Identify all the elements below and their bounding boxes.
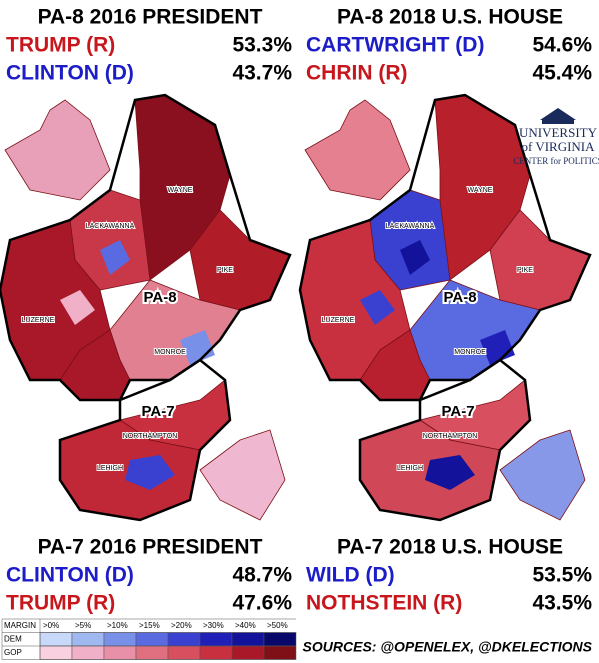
legend-header: MARGIN bbox=[4, 621, 36, 630]
candidate-name: NOTHSTEIN (R) bbox=[306, 592, 462, 615]
scranton bbox=[100, 240, 130, 275]
stroudsburg bbox=[480, 330, 515, 365]
candidate-pct: 43.7% bbox=[232, 62, 292, 85]
legend-swatch bbox=[167, 632, 201, 647]
wilkes-barre bbox=[60, 290, 95, 325]
legend-bin: >20% bbox=[171, 621, 192, 630]
candidate-pct: 48.7% bbox=[232, 564, 292, 587]
legend-bin: >5% bbox=[75, 621, 91, 630]
legend-swatch bbox=[39, 645, 73, 660]
county-label: LUZERNE bbox=[22, 317, 55, 324]
county-label: LEHIGH bbox=[397, 465, 423, 472]
candidate-name: CARTWRIGHT (D) bbox=[306, 34, 484, 57]
stroudsburg bbox=[180, 330, 215, 365]
legend-swatch bbox=[103, 645, 137, 660]
logo-text: CENTER for POLITICS bbox=[513, 156, 599, 166]
district-label: PA-7 bbox=[141, 403, 174, 420]
lehigh-inset bbox=[499, 429, 586, 521]
logo-text: of VIRGINIA bbox=[521, 139, 595, 154]
legend-row-label: GOP bbox=[4, 648, 22, 657]
legend-swatch bbox=[71, 632, 105, 647]
candidate-name: CHRIN (R) bbox=[306, 62, 407, 85]
candidate-pct: 53.5% bbox=[532, 564, 592, 587]
candidate-pct: 47.6% bbox=[232, 592, 292, 615]
candidate-name: TRUMP (R) bbox=[6, 592, 115, 615]
district-label: PA-8 bbox=[143, 289, 176, 306]
scranton bbox=[400, 240, 430, 275]
legend-row-label: DEM bbox=[4, 634, 22, 643]
candidate-name: CLINTON (D) bbox=[6, 62, 134, 85]
panel-title: PA-8 2016 PRESIDENT bbox=[38, 6, 263, 29]
legend-swatch bbox=[167, 645, 201, 660]
logo-rotunda bbox=[540, 108, 576, 124]
wilkes-barre bbox=[360, 290, 395, 325]
legend-bin: >30% bbox=[203, 621, 224, 630]
candidate-name: TRUMP (R) bbox=[6, 34, 115, 57]
allentown bbox=[425, 455, 475, 490]
county-label: LACKAWANNA bbox=[86, 223, 135, 230]
lehigh-inset bbox=[199, 429, 286, 521]
legend-swatch bbox=[199, 632, 233, 647]
county-label: LACKAWANNA bbox=[386, 223, 435, 230]
legend-bin: >40% bbox=[235, 621, 256, 630]
legend-bin: >15% bbox=[139, 621, 160, 630]
legend-swatch bbox=[135, 632, 169, 647]
legend-swatch bbox=[103, 632, 137, 647]
county-label: NORTHAMPTON bbox=[423, 433, 478, 440]
county-label: LEHIGH bbox=[97, 465, 123, 472]
candidate-name: WILD (D) bbox=[306, 564, 395, 587]
legend-swatch bbox=[71, 645, 105, 660]
candidate-pct: 54.6% bbox=[532, 34, 592, 57]
susquehanna-inset bbox=[304, 99, 411, 201]
pa7-outline bbox=[358, 358, 532, 522]
susquehanna-inset bbox=[4, 99, 111, 201]
panel-title: PA-8 2018 U.S. HOUSE bbox=[337, 6, 563, 29]
legend-swatch bbox=[39, 632, 73, 647]
county-label: PIKE bbox=[217, 267, 233, 274]
pa7-outline bbox=[58, 358, 232, 522]
legend-swatch bbox=[231, 632, 265, 647]
legend-swatch bbox=[231, 645, 265, 660]
county-label: MONROE bbox=[454, 349, 486, 356]
pa8-outline bbox=[298, 93, 592, 402]
candidate-name: CLINTON (D) bbox=[6, 564, 134, 587]
logo-text: UNIVERSITY bbox=[519, 125, 598, 140]
legend-bin: >0% bbox=[43, 621, 59, 630]
county-label: MONROE bbox=[154, 349, 186, 356]
county-label: NORTHAMPTON bbox=[123, 433, 178, 440]
county-label: PIKE bbox=[517, 267, 533, 274]
panel-title: PA-7 2018 U.S. HOUSE bbox=[337, 536, 563, 559]
candidate-pct: 45.4% bbox=[532, 62, 592, 85]
allentown bbox=[125, 455, 175, 490]
district-label: PA-8 bbox=[443, 289, 476, 306]
legend-swatch bbox=[263, 632, 297, 647]
pa8-outline bbox=[0, 93, 292, 402]
county-label: WAYNE bbox=[168, 187, 193, 194]
legend-swatch bbox=[135, 645, 169, 660]
candidate-pct: 43.5% bbox=[532, 592, 592, 615]
legend-swatch bbox=[263, 645, 297, 660]
district-map: LACKAWANNA WAYNE PIKE LUZERNE MONROE NORTHAMP… bbox=[298, 93, 592, 522]
county-label: WAYNE bbox=[468, 187, 493, 194]
sources: SOURCES: @OPENELEX, @DKELECTIONS bbox=[303, 639, 593, 655]
district-label: PA-7 bbox=[441, 403, 474, 420]
county-label: LUZERNE bbox=[322, 317, 355, 324]
legend-bin: >50% bbox=[267, 621, 288, 630]
candidate-pct: 53.3% bbox=[232, 34, 292, 57]
legend-bin: >10% bbox=[107, 621, 128, 630]
panel-title: PA-7 2016 PRESIDENT bbox=[38, 536, 263, 559]
legend-swatch bbox=[199, 645, 233, 660]
district-map: LACKAWANNA WAYNE PIKE LUZERNE MONROE NORTHAMP… bbox=[0, 93, 292, 522]
